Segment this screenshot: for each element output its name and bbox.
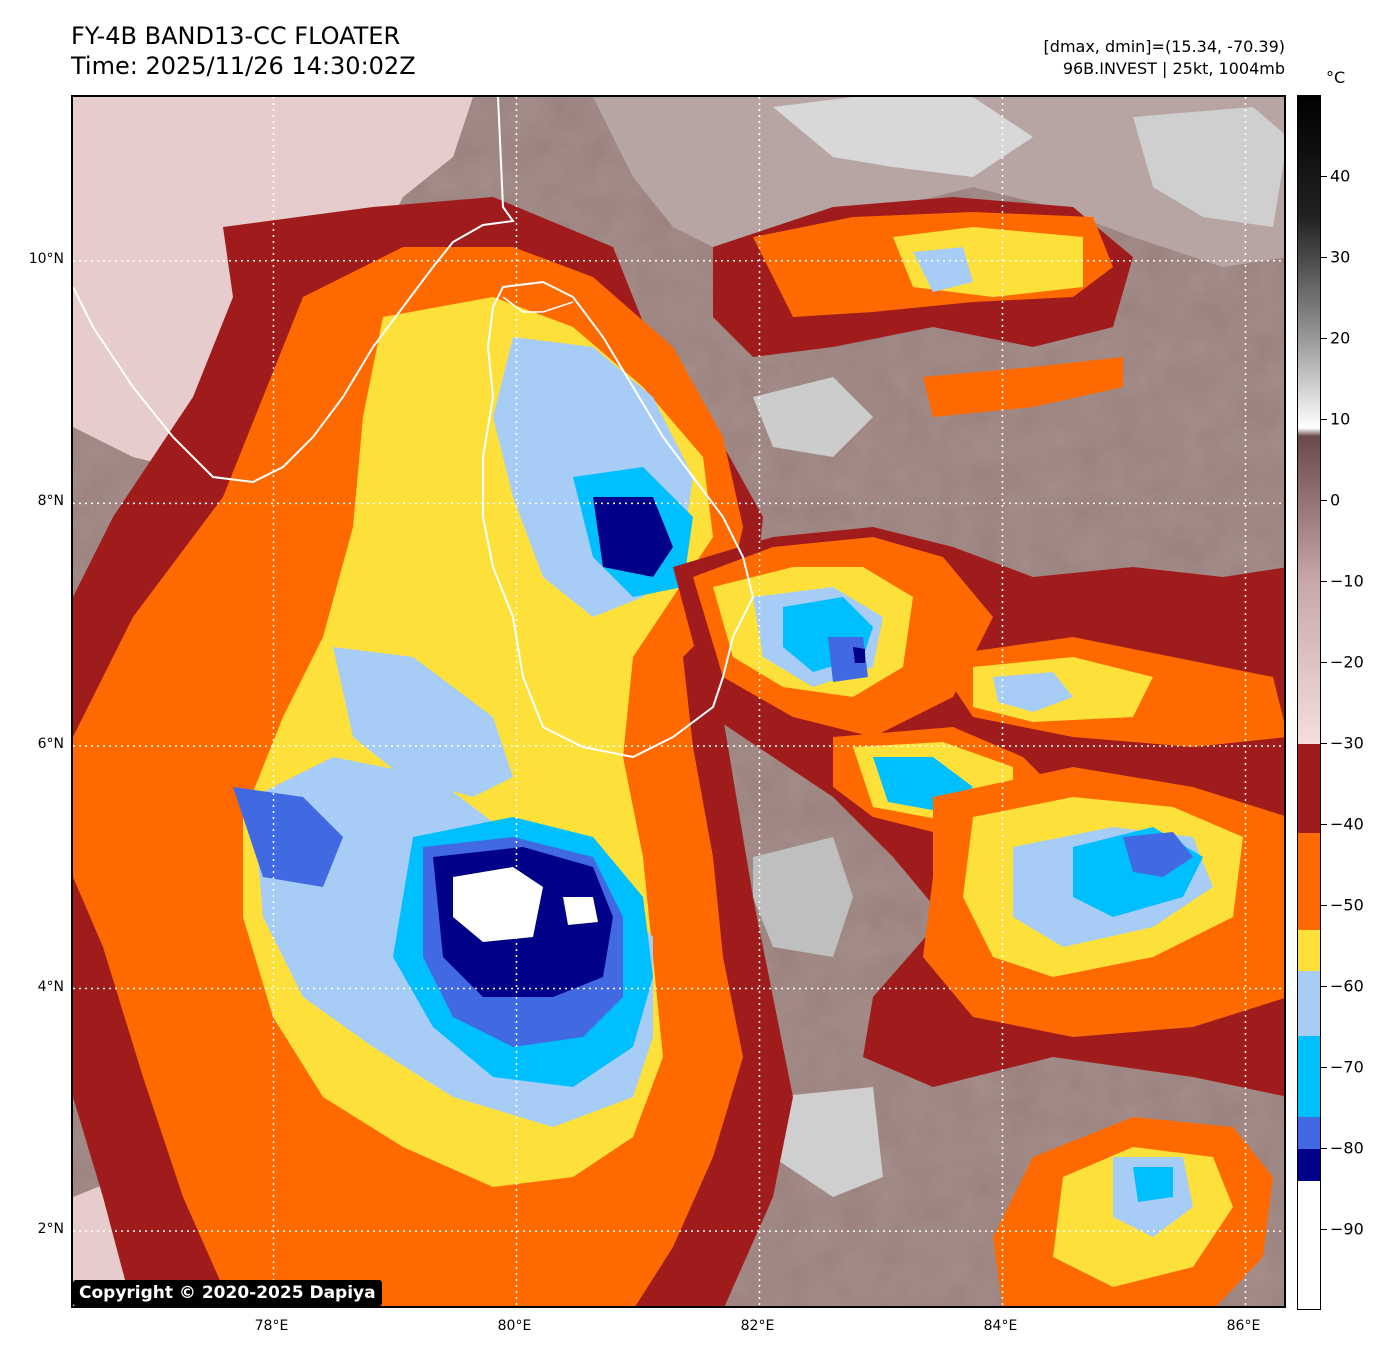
colorbar-tick-mark bbox=[1321, 581, 1327, 582]
colorbar-tick-mark bbox=[1321, 1229, 1327, 1230]
colorbar-tick-label: −40 bbox=[1330, 814, 1364, 834]
colorbar-band bbox=[1298, 833, 1320, 931]
colorbar-band bbox=[1298, 1181, 1320, 1309]
colorbar-tick-label: 40 bbox=[1330, 166, 1351, 186]
value-range-label: [dmax, dmin]=(15.34, -70.39) bbox=[1043, 37, 1285, 56]
colorbar-tick-label: −50 bbox=[1330, 895, 1364, 915]
timestamp-title: Time: 2025/11/26 14:30:02Z bbox=[71, 52, 416, 80]
colorbar-band bbox=[1298, 1149, 1320, 1182]
chart-title: FY-4B BAND13-CC FLOATER bbox=[71, 22, 401, 50]
colorbar-tick-mark bbox=[1321, 662, 1327, 663]
colorbar-tick-mark bbox=[1321, 1067, 1327, 1068]
lon-tick-label: 82°E bbox=[740, 1318, 775, 1334]
colorbar-tick-mark bbox=[1321, 338, 1327, 339]
colorbar-band bbox=[1298, 1035, 1320, 1117]
colorbar-tick-mark bbox=[1321, 743, 1327, 744]
colorbar-tick-label: 0 bbox=[1330, 490, 1341, 510]
colorbar-gradient bbox=[1298, 96, 1320, 744]
lat-tick-label: 8°N bbox=[37, 493, 64, 510]
colorbar-band bbox=[1298, 930, 1320, 971]
satellite-imagery bbox=[73, 97, 1284, 1306]
colorbar-tick-mark bbox=[1321, 176, 1327, 177]
lat-tick-label: 6°N bbox=[37, 735, 64, 752]
colorbar-tick-mark bbox=[1321, 1148, 1327, 1149]
lon-tick-label: 86°E bbox=[1226, 1318, 1261, 1334]
storm-info-label: 96B.INVEST | 25kt, 1004mb bbox=[1062, 59, 1285, 78]
colorbar-tick-mark bbox=[1321, 419, 1327, 420]
lat-tick-label: 2°N bbox=[37, 1221, 64, 1238]
lat-tick-label: 4°N bbox=[37, 978, 64, 995]
colorbar-tick-label: −20 bbox=[1330, 652, 1364, 672]
colorbar-tick-label: 30 bbox=[1330, 247, 1351, 267]
lon-tick-label: 78°E bbox=[254, 1318, 289, 1334]
colorbar-unit: °C bbox=[1326, 68, 1346, 87]
colorbar-tick-mark bbox=[1321, 257, 1327, 258]
lat-tick-label: 10°N bbox=[28, 250, 64, 267]
colorbar-band bbox=[1298, 1116, 1320, 1149]
colorbar bbox=[1297, 95, 1321, 1310]
colorbar-tick-label: −60 bbox=[1330, 976, 1364, 996]
cloud-area-east-lightgray bbox=[593, 97, 1284, 267]
convection-white-core bbox=[453, 867, 543, 942]
colorbar-tick-mark bbox=[1321, 905, 1327, 906]
colorbar-band bbox=[1298, 744, 1320, 834]
satellite-map bbox=[71, 95, 1286, 1308]
colorbar-tick-label: −10 bbox=[1330, 571, 1364, 591]
coastline-sri-lanka bbox=[482, 280, 755, 759]
colorbar-tick-mark bbox=[1321, 500, 1327, 501]
colorbar-tick-label: −70 bbox=[1330, 1057, 1364, 1077]
lon-tick-label: 80°E bbox=[497, 1318, 532, 1334]
colorbar-tick-label: −30 bbox=[1330, 733, 1364, 753]
colorbar-tick-mark bbox=[1321, 824, 1327, 825]
colorbar-tick-label: −80 bbox=[1330, 1138, 1364, 1158]
colorbar-tick-label: 20 bbox=[1330, 328, 1351, 348]
gridlines bbox=[73, 97, 1284, 1306]
colorbar-tick-label: −90 bbox=[1330, 1219, 1364, 1239]
colorbar-band bbox=[1298, 970, 1320, 1036]
lon-tick-label: 84°E bbox=[983, 1318, 1018, 1334]
copyright-label: Copyright © 2020-2025 Dapiya bbox=[73, 1280, 382, 1306]
coastline-india bbox=[73, 97, 515, 484]
colorbar-tick-label: 10 bbox=[1330, 409, 1351, 429]
colorbar-tick-mark bbox=[1321, 986, 1327, 987]
